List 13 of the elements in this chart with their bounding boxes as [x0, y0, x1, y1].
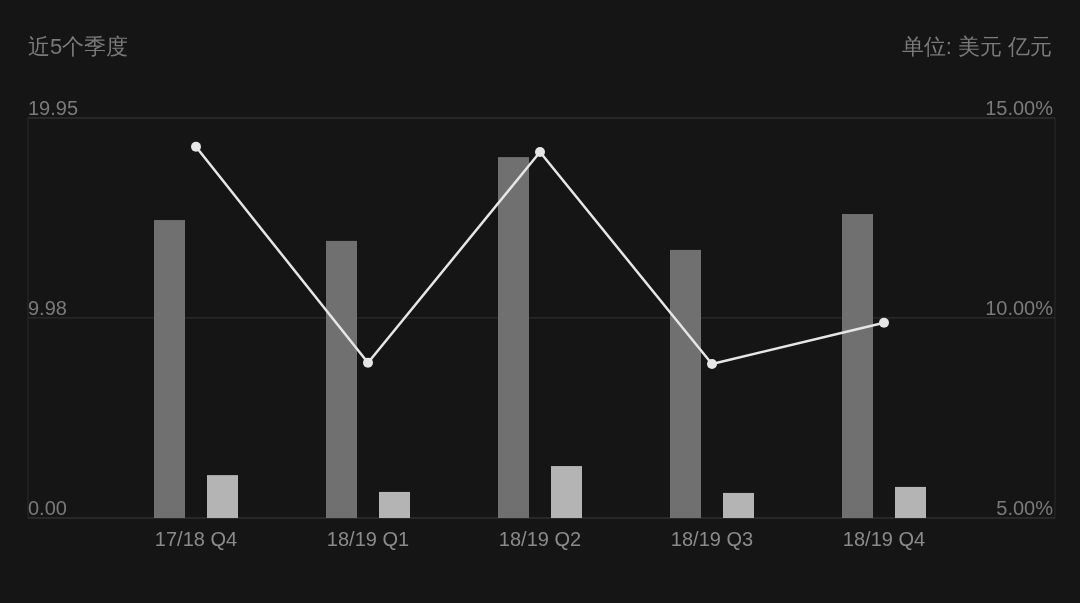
y-tick-label: 19.95 [28, 97, 79, 119]
y2-tick-label: 15.00% [985, 97, 1054, 119]
x-tick-label: 17/18 Q4 [154, 528, 238, 550]
y-tick-label: 9.98 [28, 296, 67, 319]
y-tick-label: 0.00 [28, 497, 67, 519]
chart-title: 近5个季度 [28, 34, 129, 59]
x-tick-label: 18/19 Q4 [842, 528, 926, 550]
x-tick-label: 18/19 Q3 [670, 528, 754, 550]
y2-tick-label: 10.00% [985, 297, 1054, 319]
y2-tick-label: 5.00% [996, 497, 1054, 519]
x-tick-label: 18/19 Q2 [498, 528, 582, 550]
text: 单位: 美元 亿元 [901, 34, 1052, 59]
x-tick-label: 18/19 Q1 [326, 528, 410, 550]
